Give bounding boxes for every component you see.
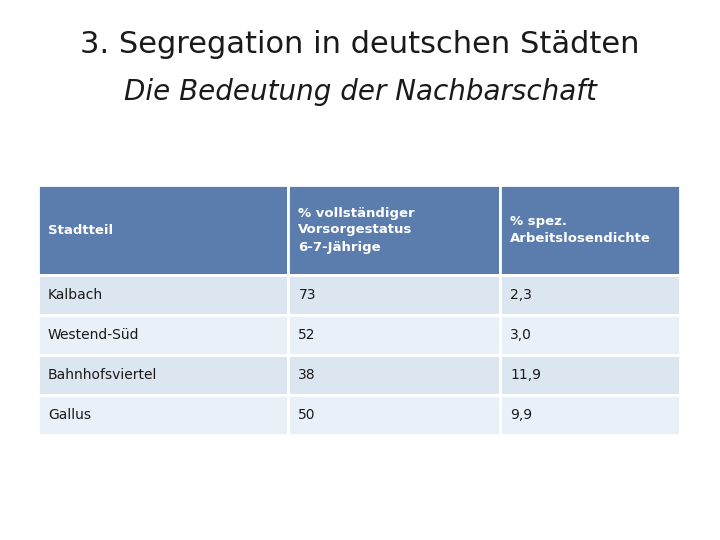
Text: Die Bedeutung der Nachbarschaft: Die Bedeutung der Nachbarschaft [124,78,596,106]
Text: 38: 38 [298,368,316,382]
Text: 3,0: 3,0 [510,328,532,342]
Text: Kalbach: Kalbach [48,288,103,302]
Text: 50: 50 [298,408,316,422]
Bar [38,355,289,395]
Text: Westend-Süd: Westend-Süd [48,328,140,342]
Text: 3. Segregation in deutschen Städten: 3. Segregation in deutschen Städten [80,30,640,59]
Bar [38,315,289,355]
Text: 2,3: 2,3 [510,288,532,302]
Text: 52: 52 [298,328,316,342]
Text: Stadtteil: Stadtteil [48,224,113,237]
Bar [500,185,680,275]
Text: 9,9: 9,9 [510,408,532,422]
Bar [500,275,680,315]
Bar [38,395,289,435]
Text: 73: 73 [298,288,316,302]
Text: % spez.
Arbeitslosendichte: % spez. Arbeitslosendichte [510,215,651,245]
Bar [500,395,680,435]
Text: Bahnhofsviertel: Bahnhofsviertel [48,368,158,382]
Bar [500,355,680,395]
Text: % vollständiger
Vorsorgestatus
6-7-Jährige: % vollständiger Vorsorgestatus 6-7-Jähri… [298,206,415,253]
Bar [38,275,289,315]
Bar [38,185,289,275]
Bar [289,275,500,315]
Bar [289,315,500,355]
Bar [289,185,500,275]
Bar [289,355,500,395]
Bar [289,395,500,435]
Bar [500,315,680,355]
Text: Gallus: Gallus [48,408,91,422]
Text: 11,9: 11,9 [510,368,541,382]
